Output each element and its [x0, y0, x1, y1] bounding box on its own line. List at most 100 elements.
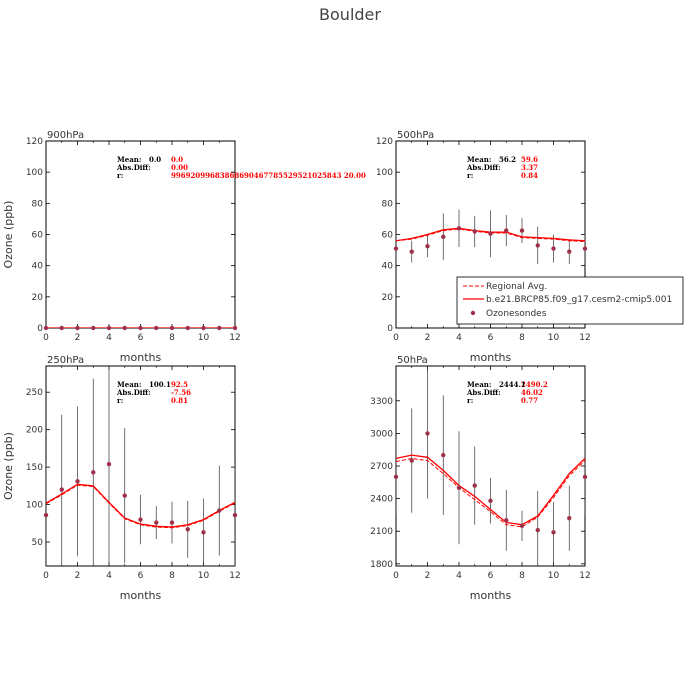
- obs-point: [535, 527, 540, 533]
- y-tick-label: 50: [32, 538, 44, 548]
- obs-point: [425, 243, 430, 249]
- obs-point: [201, 325, 206, 331]
- stats-model-value: 59.6: [521, 155, 538, 164]
- legend-regional-label: Regional Avg.: [486, 282, 547, 292]
- panel-title: 900hPa: [47, 130, 84, 141]
- stats-model-value: 99692099683868690467785529521025843 20.0…: [171, 171, 366, 180]
- x-tick-label: 2: [75, 571, 81, 581]
- plot-data: [396, 209, 585, 265]
- x-tick-label: 0: [393, 333, 399, 343]
- y-tick-label: 120: [376, 137, 393, 147]
- obs-point: [138, 517, 143, 522]
- obs-point: [551, 246, 556, 251]
- y-tick-label: 0: [387, 324, 393, 334]
- x-tick-label: 8: [169, 571, 175, 581]
- x-tick-label: 0: [393, 571, 399, 581]
- y-tick-label: 20: [382, 293, 394, 303]
- obs-point: [169, 520, 175, 525]
- x-tick-label: 4: [456, 333, 462, 343]
- obs-point: [232, 512, 238, 518]
- obs-point: [567, 515, 572, 521]
- obs-point: [106, 325, 112, 331]
- obs-point: [488, 498, 493, 503]
- y-tick-label: 2100: [370, 527, 393, 537]
- x-axis-label: months: [120, 351, 162, 364]
- stats-label: r:: [467, 171, 473, 180]
- obs-point: [472, 229, 477, 234]
- obs-point: [59, 325, 64, 331]
- obs-point: [232, 325, 238, 331]
- x-tick-label: 12: [229, 571, 240, 581]
- obs-point: [91, 470, 96, 475]
- y-tick-label: 2400: [370, 495, 393, 505]
- obs-point: [75, 479, 80, 484]
- stats-model-value: 0.84: [521, 171, 538, 180]
- stats-model-value: 46.02: [521, 388, 543, 397]
- obs-point: [138, 325, 143, 331]
- obs-point: [488, 231, 493, 236]
- x-tick-label: 2: [75, 333, 81, 343]
- stats-label: r:: [117, 396, 123, 405]
- legend: Regional Avg. b.e21.BRCP85.f09_g17.cesm2…: [456, 276, 684, 325]
- x-tick-label: 4: [456, 571, 462, 581]
- obs-point: [456, 226, 462, 231]
- x-tick-label: 10: [548, 571, 560, 581]
- obs-point: [75, 325, 80, 331]
- stats-label: Mean:: [467, 155, 491, 164]
- obs-point: [185, 527, 190, 532]
- y-tick-label: 200: [26, 426, 43, 436]
- x-tick-label: 10: [198, 333, 210, 343]
- obs-point: [217, 325, 222, 331]
- stats-label: Mean:: [467, 380, 491, 389]
- x-tick-label: 4: [106, 571, 112, 581]
- obs-point: [122, 493, 127, 498]
- legend-obs-swatch: [470, 310, 476, 316]
- plot-data: [396, 368, 585, 566]
- obs-point: [551, 530, 556, 535]
- y-axis-label: Ozone (ppb): [2, 432, 15, 500]
- stats-model-value: 0.81: [171, 396, 188, 405]
- obs-point: [122, 325, 127, 331]
- panel-title: 250hPa: [47, 355, 84, 366]
- stats-mean-obs: 2444.1: [499, 380, 526, 389]
- x-tick-label: 12: [579, 571, 590, 581]
- x-tick-label: 6: [138, 571, 144, 581]
- series-regional-line: [396, 457, 585, 528]
- x-axis-label: months: [120, 589, 162, 602]
- stats-label: r:: [117, 171, 123, 180]
- y-tick-label: 0: [37, 324, 43, 334]
- x-tick-label: 6: [488, 571, 494, 581]
- stats-label: Mean:: [117, 380, 141, 389]
- x-tick-label: 12: [579, 333, 590, 343]
- y-tick-label: 100: [26, 168, 43, 178]
- obs-point: [91, 325, 96, 331]
- stats-mean-obs: 0.0: [149, 155, 161, 164]
- y-tick-label: 60: [382, 231, 394, 241]
- x-tick-label: 0: [43, 571, 49, 581]
- y-tick-label: 60: [32, 231, 44, 241]
- y-tick-label: 2700: [370, 462, 393, 472]
- x-tick-label: 2: [425, 571, 431, 581]
- y-tick-label: 40: [32, 262, 44, 272]
- stats-label: Abs.Diff:: [466, 163, 501, 172]
- x-axis-label: months: [470, 589, 512, 602]
- obs-point: [425, 431, 430, 436]
- stats-label: Abs.Diff:: [116, 388, 151, 397]
- stats-label: Abs.Diff:: [466, 388, 501, 397]
- legend-obs-label: Ozonesondes: [486, 309, 547, 319]
- legend-model-label: b.e21.BRCP85.f09_g17.cesm2-cmip5.001: [486, 295, 672, 305]
- y-tick-label: 1800: [370, 560, 393, 570]
- y-tick-label: 150: [26, 463, 43, 473]
- stats-label: Mean:: [117, 155, 141, 164]
- obs-point: [393, 474, 399, 480]
- x-tick-label: 8: [519, 571, 525, 581]
- x-tick-label: 6: [138, 333, 144, 343]
- stats-model-value: 0.77: [521, 396, 538, 405]
- x-axis-label: months: [470, 351, 512, 364]
- stats-model-value: 2490.2: [521, 380, 548, 389]
- obs-point: [59, 487, 64, 492]
- x-tick-label: 8: [519, 333, 525, 343]
- series-model-line: [396, 454, 585, 526]
